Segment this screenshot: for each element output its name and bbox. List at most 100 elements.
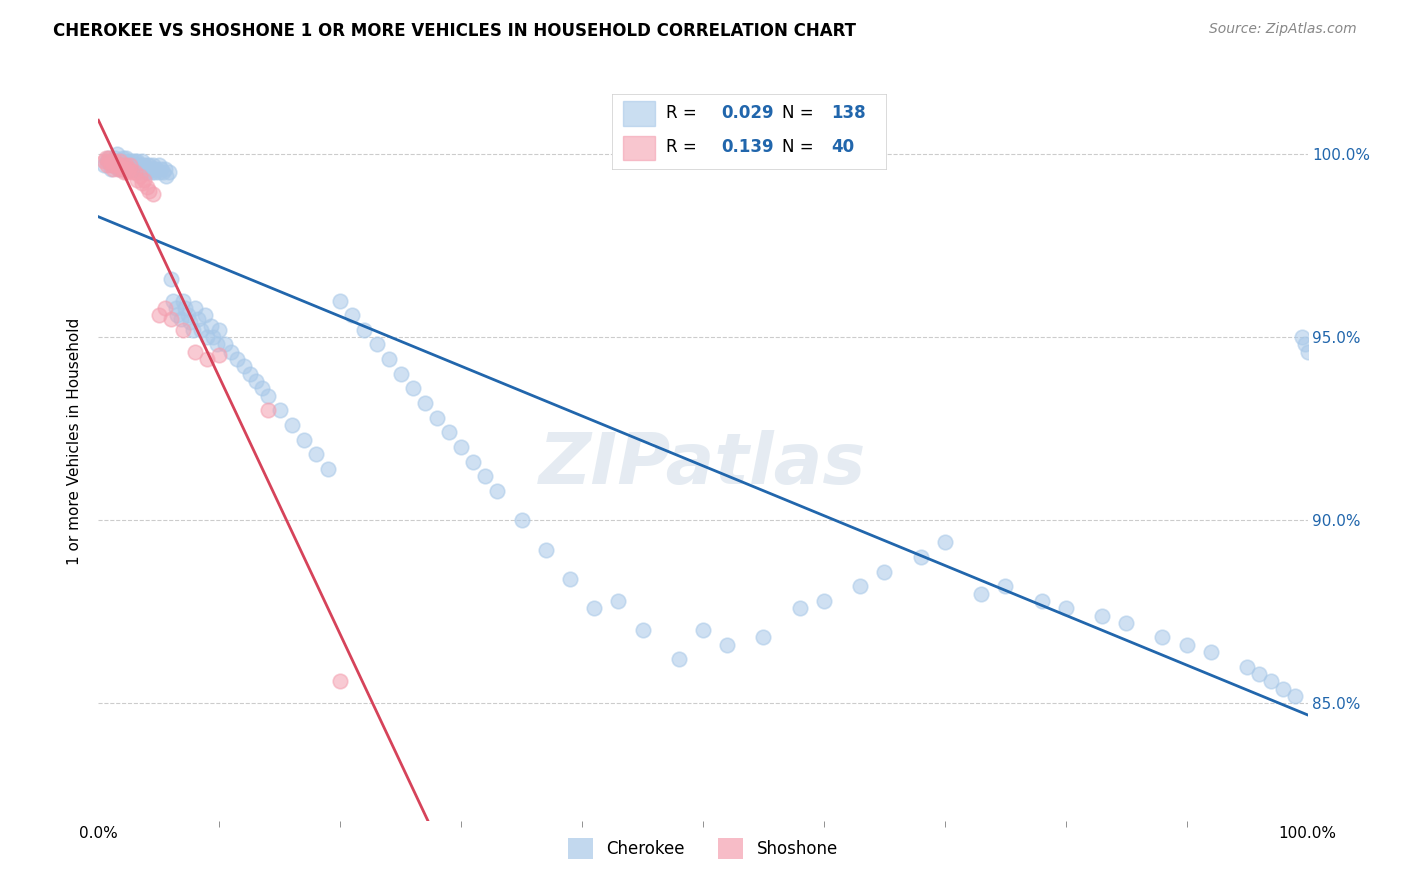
Point xyxy=(1296,344,1319,359)
Point xyxy=(108,161,131,176)
Point xyxy=(179,316,201,330)
Point xyxy=(169,311,191,326)
Point xyxy=(124,154,146,169)
Point xyxy=(101,161,124,176)
Point xyxy=(316,462,339,476)
Point xyxy=(148,165,170,179)
Point xyxy=(157,165,180,179)
Point xyxy=(389,367,412,381)
Point xyxy=(127,161,149,176)
Text: R =: R = xyxy=(666,104,697,122)
Point xyxy=(121,161,143,176)
Point xyxy=(181,323,204,337)
Point xyxy=(115,158,138,172)
Point xyxy=(1272,681,1295,696)
Point xyxy=(135,161,157,176)
Point xyxy=(114,161,136,176)
Point xyxy=(184,301,207,315)
Point xyxy=(93,158,115,172)
Text: N =: N = xyxy=(782,137,813,156)
Point xyxy=(100,154,122,169)
Point xyxy=(256,403,278,417)
Point xyxy=(122,158,145,172)
Text: 0.139: 0.139 xyxy=(721,137,773,156)
Point xyxy=(111,158,134,172)
Point xyxy=(104,154,127,169)
Point xyxy=(184,344,207,359)
Point xyxy=(141,165,163,179)
Point xyxy=(172,323,194,337)
Point xyxy=(111,158,134,172)
Point xyxy=(148,308,170,322)
Point xyxy=(994,579,1017,593)
Point xyxy=(934,535,956,549)
Point xyxy=(910,549,932,564)
Point xyxy=(208,349,231,363)
Point xyxy=(1284,689,1306,703)
Point xyxy=(172,293,194,308)
Point xyxy=(205,337,228,351)
Point xyxy=(789,601,811,615)
Point xyxy=(105,158,128,172)
Point xyxy=(221,344,243,359)
Point xyxy=(120,158,142,172)
Point xyxy=(202,330,225,344)
Point xyxy=(103,154,125,169)
Point xyxy=(152,165,174,179)
Point xyxy=(177,308,200,322)
Point xyxy=(105,158,128,172)
Point xyxy=(100,161,122,176)
Point xyxy=(153,301,176,315)
Text: R =: R = xyxy=(666,137,697,156)
Point xyxy=(100,158,122,172)
Point xyxy=(127,158,149,172)
Point xyxy=(124,165,146,179)
Point xyxy=(245,374,267,388)
Text: CHEROKEE VS SHOSHONE 1 OR MORE VEHICLES IN HOUSEHOLD CORRELATION CHART: CHEROKEE VS SHOSHONE 1 OR MORE VEHICLES … xyxy=(53,22,856,40)
Point xyxy=(160,311,183,326)
Point xyxy=(160,271,183,285)
Point xyxy=(174,301,197,315)
Point xyxy=(166,308,188,322)
Point xyxy=(155,169,177,183)
Point xyxy=(107,161,129,176)
Point xyxy=(849,579,872,593)
Point xyxy=(437,425,460,440)
Point xyxy=(716,638,738,652)
Point xyxy=(194,308,217,322)
Point xyxy=(128,165,150,179)
Point xyxy=(463,455,485,469)
Point xyxy=(668,652,690,666)
Point xyxy=(97,151,120,165)
Point xyxy=(1054,601,1077,615)
Point xyxy=(138,184,160,198)
Point xyxy=(145,161,167,176)
Point xyxy=(143,161,166,176)
Point xyxy=(474,469,496,483)
Point xyxy=(118,158,141,172)
Point xyxy=(631,623,654,637)
Point xyxy=(153,161,176,176)
Text: 40: 40 xyxy=(831,137,853,156)
Point xyxy=(135,158,157,172)
Point xyxy=(108,154,131,169)
Point xyxy=(114,158,136,172)
Point xyxy=(256,389,278,403)
Point xyxy=(111,151,134,165)
Point xyxy=(135,165,157,179)
Point xyxy=(108,158,131,172)
Point xyxy=(118,154,141,169)
Point xyxy=(110,161,132,176)
Point xyxy=(329,293,352,308)
Point xyxy=(1260,674,1282,689)
Point xyxy=(104,151,127,165)
Point xyxy=(118,158,141,172)
Point xyxy=(103,158,125,172)
Point xyxy=(108,158,131,172)
Point xyxy=(93,154,115,169)
Point xyxy=(1152,631,1174,645)
Point xyxy=(135,180,157,194)
Point xyxy=(534,542,557,557)
Point xyxy=(128,169,150,183)
Text: 0.029: 0.029 xyxy=(721,104,773,122)
